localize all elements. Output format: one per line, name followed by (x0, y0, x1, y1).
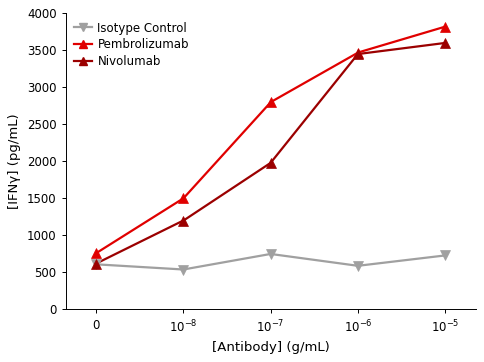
Legend: Isotype Control, Pembrolizumab, Nivolumab: Isotype Control, Pembrolizumab, Nivoluma… (72, 19, 191, 70)
Y-axis label: [IFNγ] (pg/mL): [IFNγ] (pg/mL) (8, 114, 21, 209)
X-axis label: [Antibody] (g/mL): [Antibody] (g/mL) (212, 341, 330, 354)
